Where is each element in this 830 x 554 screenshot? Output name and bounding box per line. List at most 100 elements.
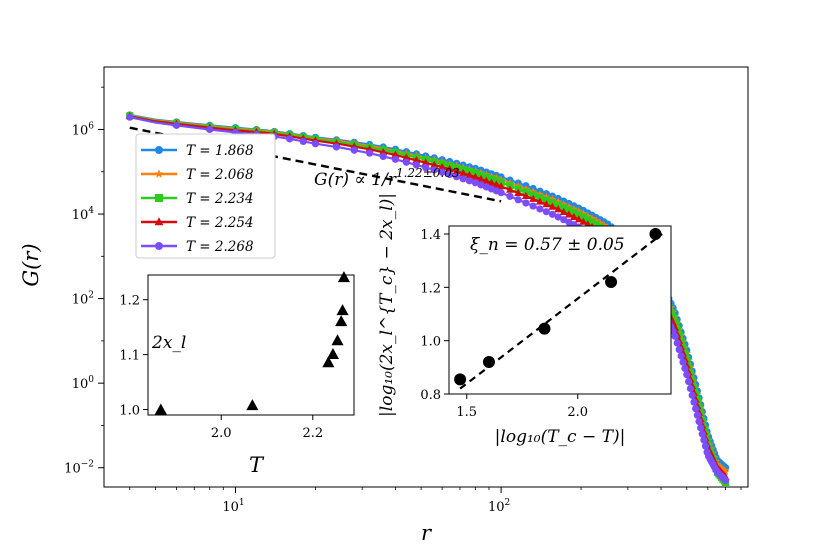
y-tick-label: 104 <box>72 206 95 223</box>
series-5-marker <box>497 189 505 197</box>
series-4-marker <box>391 150 400 158</box>
inset-right-frame <box>448 225 672 395</box>
series-5-marker <box>422 163 430 172</box>
series-5-marker <box>286 135 294 143</box>
series-4-marker <box>379 147 388 156</box>
series-4-marker <box>535 197 544 205</box>
inset-left-x-tick-label: 2.2 <box>302 426 323 441</box>
series-5-marker <box>697 424 705 432</box>
series-4-marker <box>412 155 421 164</box>
series-5-marker <box>514 196 522 204</box>
inset-right-point <box>482 356 495 368</box>
series-5-marker <box>688 391 696 399</box>
series-2-marker <box>548 194 557 203</box>
series-4-marker <box>574 215 583 223</box>
series-2-marker <box>564 202 573 211</box>
series-5-marker <box>412 161 421 169</box>
inset-right-x-tick-label: 2.0 <box>567 405 588 420</box>
series-2-marker <box>599 220 609 229</box>
series-2-marker <box>716 462 725 471</box>
series-5-marker <box>700 436 708 444</box>
series-2-marker <box>583 211 592 220</box>
series-5-marker <box>536 205 544 213</box>
inset-left-x-axis-label: T <box>249 453 265 477</box>
series-3-marker <box>588 218 596 226</box>
series-3-marker <box>570 208 578 217</box>
series-4-marker <box>554 205 563 213</box>
series-2-marker <box>529 187 538 196</box>
legend-label-5: T = 2.268 <box>186 239 254 255</box>
series-5-marker <box>722 476 730 485</box>
legend-marker-5 <box>155 242 163 250</box>
series-4-marker <box>514 188 523 196</box>
inset-left-point <box>326 348 339 360</box>
series-5-marker <box>430 166 438 174</box>
series-4-marker <box>471 172 480 180</box>
inset-right-y-tick-label: 1.2 <box>420 281 441 296</box>
series-5-marker <box>299 137 307 146</box>
series-4-marker <box>430 160 439 168</box>
inset-right-y-tick-label: 1.0 <box>420 335 441 350</box>
series-4-marker <box>529 194 538 202</box>
main-axis-ticks: 101 102 10−2 100 102 104 106 <box>64 86 742 515</box>
series-4-marker <box>506 185 514 193</box>
series-4-marker <box>465 170 474 179</box>
series-5-marker <box>690 398 698 406</box>
series-5-marker <box>350 146 358 154</box>
series-5-marker <box>671 332 679 340</box>
series-4-marker <box>542 200 551 208</box>
inset-left-point <box>335 315 348 327</box>
series-2-marker <box>718 465 727 473</box>
legend-label-3: T = 2.234 <box>186 191 254 207</box>
series-5-marker <box>446 170 454 179</box>
series-2-marker <box>717 464 726 472</box>
inset-right-y-axis-label: |log₁₀(2x_l^{T_c} − 2x_l)| <box>377 193 397 417</box>
series-4-marker <box>548 202 557 210</box>
series-4-marker <box>452 167 461 175</box>
series-4-marker <box>559 207 568 216</box>
series-4-marker <box>482 176 491 184</box>
series-3-marker <box>565 206 573 214</box>
series-2-marker <box>720 466 729 475</box>
legend-marker-1 <box>155 146 163 154</box>
series-5-marker <box>677 352 685 360</box>
inset-right-point <box>649 228 662 240</box>
series-5-marker <box>542 208 550 216</box>
series-2-marker <box>588 214 597 222</box>
inset-left-point <box>337 271 350 283</box>
x-tick-label: 101 <box>222 498 244 515</box>
series-4-marker <box>459 169 468 177</box>
series-3-marker <box>592 221 600 229</box>
legend-label-2: T = 2.068 <box>186 167 254 183</box>
inset-left-point <box>154 403 167 415</box>
series-4-marker <box>569 212 578 220</box>
series-4-marker <box>487 178 496 186</box>
legend-box <box>135 133 276 259</box>
main-plot-frame <box>103 66 749 488</box>
series-5-marker <box>438 168 446 176</box>
inset-left-point <box>246 399 259 411</box>
series-4-marker <box>521 191 530 199</box>
series-2-marker <box>559 199 568 208</box>
main-x-axis-label: r <box>421 521 433 545</box>
legend-marker-2 <box>154 169 164 178</box>
series-2-marker <box>721 467 730 476</box>
inset-right-point <box>605 276 618 288</box>
series-5-marker <box>402 158 410 166</box>
series-5-marker <box>548 210 557 218</box>
series-5-marker <box>529 202 537 210</box>
series-5-marker <box>126 113 134 121</box>
inset-left-y-tick-label: 1.1 <box>119 349 140 364</box>
series-4-marker <box>564 210 573 218</box>
inset-left-x-tick-label: 2.0 <box>211 426 232 441</box>
series-5-marker <box>379 152 387 160</box>
y-tick-label: 10−2 <box>64 460 94 477</box>
series-5-marker <box>506 192 514 200</box>
legend-label-1: T = 1.868 <box>186 143 254 159</box>
series-5-marker <box>675 345 683 354</box>
series-3-marker <box>584 216 592 224</box>
series-2-marker <box>592 216 601 225</box>
inset-left-background <box>148 275 354 415</box>
series-4-marker <box>438 162 447 171</box>
